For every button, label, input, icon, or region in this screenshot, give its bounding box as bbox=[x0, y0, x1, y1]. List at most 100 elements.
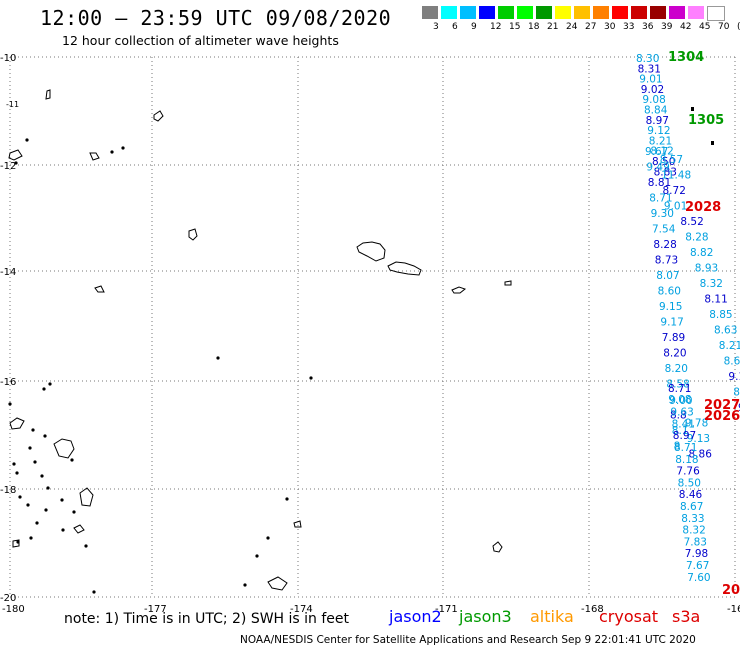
footer-credit: NOAA/NESDIS Center for Satellite Applica… bbox=[240, 634, 696, 646]
satellite-altika: altika bbox=[530, 607, 574, 626]
swh-value: 9.67 bbox=[645, 146, 668, 158]
swh-value: 9.08 bbox=[642, 94, 665, 106]
y-tick-label: -12 bbox=[0, 161, 16, 172]
island-dot bbox=[44, 508, 48, 512]
y-tick-label: -20 bbox=[0, 593, 16, 604]
swh-value: 7.89 bbox=[662, 332, 685, 344]
island-dot bbox=[14, 161, 18, 165]
swh-value: 8.96 bbox=[733, 386, 740, 398]
swh-value: 8.32 bbox=[700, 278, 723, 290]
swh-value: 8.71 bbox=[649, 193, 672, 205]
swh-value: 8.86 bbox=[689, 448, 713, 460]
swh-value: 9.15 bbox=[659, 301, 682, 313]
legend-swatch bbox=[669, 6, 685, 19]
island-dot bbox=[29, 536, 33, 540]
track-time-label: 2026 bbox=[704, 409, 740, 424]
swh-value: 9.49 bbox=[646, 162, 669, 174]
island-dot bbox=[84, 544, 88, 548]
track-time-label: 2027 bbox=[704, 398, 740, 413]
island-dot bbox=[18, 495, 22, 499]
island-g bbox=[79, 487, 94, 507]
legend-swatch bbox=[574, 6, 590, 19]
island-p bbox=[504, 280, 512, 286]
legend-label: 33 bbox=[623, 22, 635, 32]
island-samoa-savaii bbox=[387, 261, 422, 276]
legend-label: 6 bbox=[452, 22, 458, 32]
island-dot bbox=[48, 382, 52, 386]
island-dot bbox=[61, 528, 65, 532]
legend-label: 15 bbox=[509, 22, 521, 32]
island-dot bbox=[121, 146, 125, 150]
island-dot bbox=[92, 590, 96, 594]
swh-value: 8.1 bbox=[672, 425, 689, 437]
swh-value: 7.54 bbox=[652, 224, 676, 236]
island-dot bbox=[72, 510, 76, 514]
swh-value: 7.60 bbox=[687, 572, 710, 584]
swh-value: 8.72 bbox=[663, 185, 686, 197]
swh-value: 9.13 bbox=[728, 371, 740, 383]
island-b bbox=[153, 110, 164, 122]
swh-value: 8.50 bbox=[678, 477, 701, 489]
island-n bbox=[12, 539, 20, 548]
page-subtitle: 12 hour collection of altimeter wave hei… bbox=[62, 33, 339, 48]
y-minor-label: -11 bbox=[6, 100, 19, 109]
swh-value: 9.02 bbox=[641, 84, 664, 96]
x-tick-label: -177 bbox=[144, 604, 167, 615]
y-tick-label: -16 bbox=[0, 377, 16, 388]
swh-value: 9.78 bbox=[685, 417, 708, 429]
x-tick-label: -16 bbox=[727, 604, 740, 615]
legend-label: 27 bbox=[585, 22, 597, 32]
legend-label: 3 bbox=[433, 22, 439, 32]
legend-swatch bbox=[688, 6, 704, 19]
swh-value: 8.21 bbox=[719, 340, 740, 352]
island-dot bbox=[309, 376, 313, 380]
swh-value: 8.41 bbox=[672, 418, 695, 430]
legend-label: 9 bbox=[471, 22, 477, 32]
island-dot bbox=[110, 150, 114, 154]
track-time-label: 2028 bbox=[685, 200, 721, 215]
island-l bbox=[293, 520, 302, 528]
swh-value: 8.85 bbox=[709, 309, 732, 321]
swh-value: 8.83 bbox=[654, 166, 677, 178]
satellite-cryosat: cryosat bbox=[599, 607, 659, 626]
swh-value: 8.18 bbox=[675, 454, 698, 466]
swh-value: 8.81 bbox=[648, 177, 671, 189]
track-time-label: 1305 bbox=[688, 113, 724, 128]
island-dot bbox=[285, 497, 289, 501]
island-samoa-upolu bbox=[356, 241, 386, 262]
swh-value: 9.37 bbox=[738, 402, 740, 414]
swh-value: 8.68 bbox=[724, 355, 740, 367]
island-dot bbox=[16, 540, 20, 544]
legend-label: 12 bbox=[490, 22, 502, 32]
swh-value: 8.84 bbox=[644, 105, 668, 117]
island-dot bbox=[40, 474, 44, 478]
swh-value: 8.57 bbox=[660, 154, 683, 166]
legend-label: 24 bbox=[566, 22, 578, 32]
swh-value: 8.07 bbox=[656, 270, 679, 282]
swh-value: 8.8 bbox=[670, 410, 687, 422]
swh-value: 7.67 bbox=[686, 560, 709, 572]
small-islands bbox=[8, 138, 313, 594]
island-dot bbox=[26, 503, 30, 507]
island-dot bbox=[243, 583, 247, 587]
island-f bbox=[53, 438, 75, 459]
island-dot bbox=[25, 138, 29, 142]
map-grid: -180 -177 -174 -171 -168 -16 -10 -12 -14 -16 -18 -2… bbox=[0, 53, 740, 615]
track-time-label: 20 bbox=[722, 583, 740, 598]
legend-label: 70 bbox=[718, 22, 730, 32]
legend-label: (ft) bbox=[737, 22, 740, 32]
island-k bbox=[267, 576, 288, 591]
swh-value: 8.71 bbox=[674, 442, 697, 454]
altimeter-tracks: 8.308.319.019.029.088.848.979.128.218.12… bbox=[636, 50, 740, 598]
island-dot bbox=[35, 521, 39, 525]
swh-value: 8.12 bbox=[650, 146, 673, 158]
legend-label: 45 bbox=[699, 22, 711, 32]
island-j bbox=[89, 152, 100, 161]
legend-swatch bbox=[650, 6, 666, 19]
x-tick-label: -171 bbox=[435, 604, 458, 615]
swh-value: 8.73 bbox=[655, 255, 678, 267]
legend-swatch bbox=[593, 6, 609, 19]
note-text: note: 1) Time is in UTC; 2) SWH is in fe… bbox=[64, 611, 350, 627]
swh-value: 8.21 bbox=[649, 135, 672, 147]
swh-value: 7.83 bbox=[684, 536, 707, 548]
